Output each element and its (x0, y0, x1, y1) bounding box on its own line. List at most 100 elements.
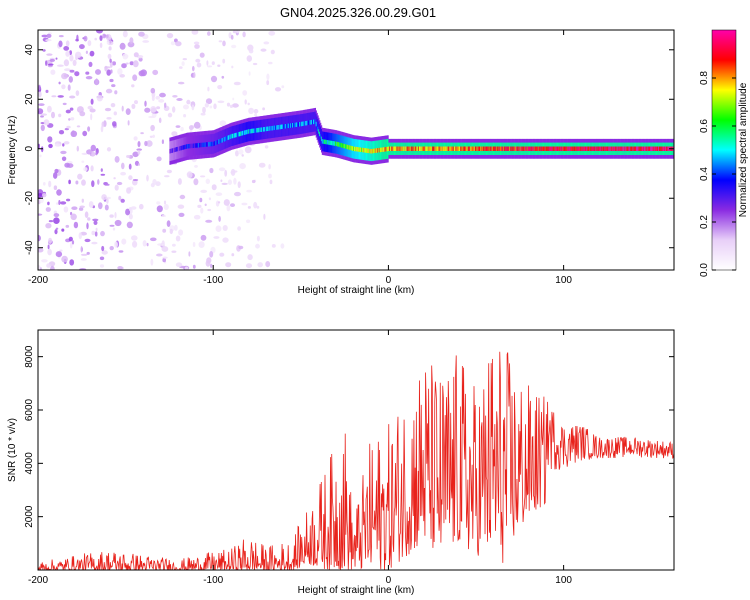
spectrogram-cell (218, 215, 221, 222)
spectrogram-cell (488, 146, 490, 151)
spectrogram-cell (455, 146, 457, 151)
spectrogram-cell (611, 146, 613, 151)
spectrogram-cell (114, 90, 118, 95)
spectrogram-cell (308, 120, 310, 125)
spectrogram-cell (268, 164, 271, 170)
spectrogram-cell (603, 146, 605, 151)
spectrogram-cell (377, 148, 379, 153)
spectrogram-cell (507, 146, 509, 151)
spectrogram-cell (71, 206, 78, 210)
spectrogram-cell (200, 142, 202, 148)
spectrogram-cell (205, 98, 213, 105)
spectrogram-cell (175, 147, 177, 152)
spectrogram-cell (75, 38, 79, 42)
spectrogram-cell (210, 263, 213, 268)
spectrogram-cell (113, 111, 118, 116)
spectrogram-cell (544, 146, 546, 151)
spectrogram-cell (48, 180, 52, 188)
spectrogram-cell (436, 146, 438, 151)
spectrogram-cell (194, 143, 196, 148)
spectrogram-cell (156, 205, 163, 213)
spectrogram-cell (106, 117, 112, 120)
spectrogram-cell (298, 122, 300, 127)
spectrogram-cell (48, 237, 53, 244)
spectrogram-cell (166, 169, 172, 174)
spectrogram-cell (419, 146, 421, 151)
spectrogram-cell (245, 130, 247, 135)
spectrogram-cell (125, 208, 131, 216)
spectrogram-cell (40, 115, 44, 118)
spectrogram-cell (179, 146, 182, 151)
spectrogram-cell (210, 75, 218, 83)
spectrogram-cell (68, 179, 71, 185)
spectrogram-cell (205, 178, 210, 184)
spectrogram-cell (206, 60, 209, 66)
spectrogram-cell (91, 151, 94, 157)
snr-y-label: SNR (10 * v/v) (7, 418, 18, 482)
spectrogram-cell (174, 147, 176, 152)
spectrogram-cell (98, 202, 103, 210)
spectrogram-cell (659, 146, 661, 151)
spectrogram-cell (504, 146, 507, 151)
spectrogram-cell (375, 148, 377, 153)
spectrogram-cell (247, 129, 249, 134)
spectrogram-cell (93, 220, 98, 225)
spectrogram-cell (184, 144, 186, 150)
spectrogram-cell (46, 33, 52, 39)
spectrogram-cell (594, 146, 596, 151)
spectrogram-cell (449, 146, 451, 151)
spectrogram-cell (241, 202, 248, 206)
spectrogram-cell (45, 39, 52, 42)
spectrogram-cell (81, 198, 85, 203)
spectrogram-cell (502, 146, 504, 151)
spectrogram-cell (40, 124, 45, 132)
spectrogram-cell (58, 200, 61, 205)
spectrogram-cell (250, 128, 253, 134)
spectrogram-cell (76, 106, 84, 113)
spectrogram-cell (417, 146, 419, 151)
spectrogram-cell (215, 140, 217, 145)
spectrogram-cell (175, 262, 183, 268)
spectrogram-cell (172, 243, 176, 247)
spectrogram-cell (232, 97, 235, 101)
spectrogram-cell (382, 147, 384, 152)
spectrogram-cell (588, 146, 590, 151)
spectrogram-cell (501, 146, 503, 151)
spectrogram-cell (196, 143, 198, 148)
spectrogram-cell (377, 148, 380, 153)
spectrogram-cell (433, 146, 435, 151)
spectrogram-cell (128, 175, 133, 181)
spectrogram-cell (259, 127, 261, 133)
spectrogram-cell (150, 124, 155, 132)
spectrogram-cell (217, 85, 223, 90)
spectrogram-cell (136, 148, 142, 151)
spectrogram-cell (61, 72, 68, 80)
spectrogram-cell (374, 148, 376, 153)
spectrogram-cell (197, 204, 202, 208)
spectrogram-cell (317, 126, 319, 132)
spectrogram-cell (38, 108, 44, 115)
spectrogram-cell (172, 95, 178, 98)
spectrogram-cell (38, 84, 41, 90)
spectrogram-cell (469, 146, 472, 151)
spectrogram-cell (608, 146, 610, 151)
spectrogram-cell (205, 142, 207, 147)
colorbar-gradient (711, 29, 737, 271)
spectrogram-cell (118, 250, 124, 253)
spectrogram-cell (57, 95, 64, 98)
spectrogram-cell (90, 165, 94, 172)
spectrogram-cell (556, 146, 558, 151)
spectrogram-cell (156, 201, 161, 205)
spectrogram-cell (266, 80, 270, 86)
spectrogram-cell (186, 144, 189, 149)
spectrogram-cell (404, 146, 406, 151)
spectrogram-cell (391, 146, 394, 151)
spectrogram-cell (38, 265, 41, 270)
spectrogram-cell (171, 148, 173, 153)
spectrogram-cell (318, 129, 320, 134)
spectrogram-cell (229, 104, 233, 108)
spectrogram-y-tick-label: -40 (24, 240, 35, 255)
spectrogram-cell (146, 174, 149, 182)
spectrogram-cell (660, 146, 663, 151)
